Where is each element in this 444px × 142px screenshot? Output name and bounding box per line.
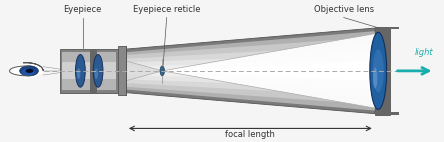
Ellipse shape bbox=[25, 69, 33, 73]
Polygon shape bbox=[126, 61, 375, 81]
Polygon shape bbox=[126, 31, 375, 111]
Text: light: light bbox=[415, 48, 434, 57]
Ellipse shape bbox=[93, 55, 103, 87]
Polygon shape bbox=[375, 27, 390, 115]
Polygon shape bbox=[162, 61, 375, 81]
Polygon shape bbox=[126, 37, 375, 105]
Ellipse shape bbox=[160, 66, 164, 76]
Ellipse shape bbox=[95, 68, 98, 79]
Text: Eyepiece: Eyepiece bbox=[63, 5, 102, 14]
Polygon shape bbox=[62, 62, 116, 79]
Polygon shape bbox=[126, 53, 375, 89]
Polygon shape bbox=[114, 58, 162, 84]
Polygon shape bbox=[375, 27, 399, 30]
Polygon shape bbox=[60, 49, 118, 93]
Polygon shape bbox=[90, 49, 97, 93]
Polygon shape bbox=[62, 52, 116, 90]
Ellipse shape bbox=[370, 32, 387, 109]
Ellipse shape bbox=[373, 49, 384, 92]
Polygon shape bbox=[375, 112, 399, 115]
Text: Objective lens: Objective lens bbox=[313, 5, 374, 14]
Ellipse shape bbox=[77, 68, 80, 79]
Ellipse shape bbox=[20, 66, 38, 76]
Polygon shape bbox=[162, 34, 375, 108]
Ellipse shape bbox=[373, 67, 377, 88]
Polygon shape bbox=[10, 63, 43, 79]
Polygon shape bbox=[126, 45, 375, 97]
Polygon shape bbox=[126, 28, 375, 114]
Text: focal length: focal length bbox=[226, 130, 275, 139]
Polygon shape bbox=[118, 46, 126, 95]
Ellipse shape bbox=[21, 68, 35, 76]
Text: Eyepiece reticle: Eyepiece reticle bbox=[133, 5, 200, 14]
Ellipse shape bbox=[75, 55, 85, 87]
